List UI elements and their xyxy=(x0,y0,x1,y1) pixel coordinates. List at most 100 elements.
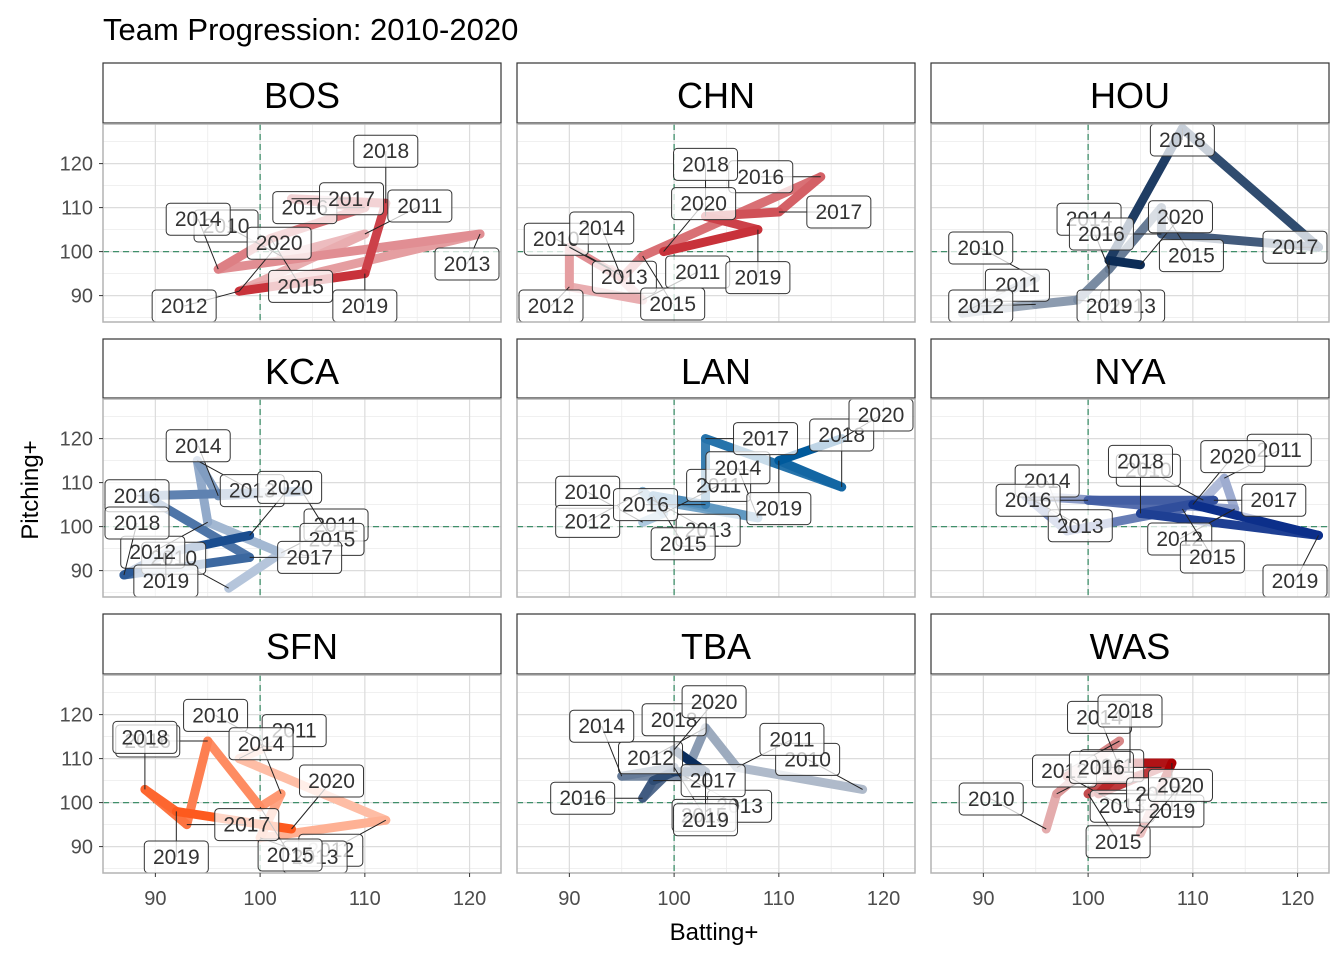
year-label-box xyxy=(353,134,419,168)
panel-border xyxy=(516,123,916,323)
year-label: 2018 xyxy=(114,512,161,535)
year-label-box xyxy=(569,709,635,743)
chart-title: Team Progression: 2010-2020 xyxy=(103,12,518,47)
panel-border xyxy=(516,674,916,874)
strip-label: KCA xyxy=(265,351,339,392)
trajectory-segment xyxy=(659,225,763,257)
year-label: 2018 xyxy=(682,153,729,176)
trajectory-segment xyxy=(774,456,847,492)
year-label: 2016 xyxy=(559,787,606,810)
year-label: 2010 xyxy=(968,788,1015,811)
year-label: 2020 xyxy=(266,476,313,499)
year-label: 2014 xyxy=(715,457,762,480)
y-tick-label: 100 xyxy=(60,517,93,539)
strip-label: BOS xyxy=(264,75,340,116)
strip-label: LAN xyxy=(681,351,751,392)
panel-border xyxy=(102,398,502,598)
year-label-box xyxy=(1241,483,1307,517)
year-label: 2014 xyxy=(175,435,222,458)
year-label: 2017 xyxy=(1272,236,1319,259)
year-label-box xyxy=(673,147,739,181)
year-label: 2017 xyxy=(1250,489,1297,512)
trajectory-segment xyxy=(1104,255,1145,270)
year-label: 2020 xyxy=(680,193,727,216)
year-label-box xyxy=(1200,440,1266,474)
year-label: 2015 xyxy=(1189,546,1236,569)
year-label: 2012 xyxy=(528,295,575,318)
year-label: 2020 xyxy=(308,770,355,793)
year-label-box xyxy=(1262,230,1328,264)
year-label-box xyxy=(1097,694,1163,728)
trajectory-segment xyxy=(1031,295,1083,309)
year-label-box xyxy=(277,540,343,574)
year-label-box xyxy=(1158,239,1224,273)
year-label: 2018 xyxy=(1107,700,1154,723)
year-label-box xyxy=(183,698,249,732)
year-label: 2012 xyxy=(957,295,1004,318)
strip-label: HOU xyxy=(1090,75,1170,116)
y-tick-label: 110 xyxy=(61,749,93,771)
year-label-box xyxy=(214,808,280,842)
strip-box xyxy=(102,62,502,124)
panel-border xyxy=(930,398,1330,598)
trajectory-segment xyxy=(1188,500,1324,540)
year-label: 2016 xyxy=(1078,223,1125,246)
trajectory-segment xyxy=(1219,473,1240,514)
trajectory-segment xyxy=(140,784,181,816)
x-tick-label: 90 xyxy=(558,888,580,910)
year-label-box xyxy=(725,261,791,295)
year-label: 2017 xyxy=(742,428,789,451)
x-tick-label: 120 xyxy=(1281,888,1314,910)
year-label: 2011 xyxy=(769,728,814,751)
x-tick-label: 100 xyxy=(243,888,276,910)
year-label: 2016 xyxy=(281,197,328,220)
y-tick-label: 120 xyxy=(60,705,93,727)
year-label: 2019 xyxy=(735,267,782,290)
year-label-box xyxy=(1179,540,1245,574)
year-label: 2016 xyxy=(737,166,784,189)
year-label-box xyxy=(733,422,799,456)
year-label-box xyxy=(680,764,746,798)
year-label: 2011 xyxy=(1257,439,1302,462)
year-label: 2012 xyxy=(627,747,674,770)
year-label: 2019 xyxy=(153,846,200,869)
strip-box xyxy=(516,62,916,124)
year-label: 2010 xyxy=(564,481,611,504)
trajectory-segment xyxy=(1041,789,1062,834)
year-label-box xyxy=(319,182,385,216)
year-label: 2017 xyxy=(815,201,862,224)
year-label-box xyxy=(650,527,716,561)
year-label-box xyxy=(246,226,312,260)
year-label: 2010 xyxy=(957,237,1004,260)
year-label-box xyxy=(104,506,170,540)
x-tick-label: 110 xyxy=(1177,888,1209,910)
x-axis-title: Batting+ xyxy=(670,919,759,946)
year-label: 2017 xyxy=(223,814,270,837)
year-label: 2014 xyxy=(175,208,222,231)
x-tick-label: 90 xyxy=(972,888,994,910)
year-label-box xyxy=(434,247,500,281)
year-label-box xyxy=(112,720,178,754)
year-label: 2018 xyxy=(1117,450,1164,473)
facet-lan: LAN2010201120122013201420152016201720182… xyxy=(516,338,916,598)
year-label: 2014 xyxy=(238,733,285,756)
year-label: 2011 xyxy=(675,261,720,284)
strip-box xyxy=(516,613,916,675)
panel-border xyxy=(516,398,916,598)
trajectory-segment xyxy=(701,723,742,772)
facet-chn: CHN 2010 2011 2012 2013 2014 2015 2016 2017 2018 2… xyxy=(516,62,916,323)
year-label: 2016 xyxy=(114,485,161,508)
year-label: 2016 xyxy=(1005,489,1052,512)
year-label-box xyxy=(165,429,231,463)
year-label: 2015 xyxy=(1168,245,1215,268)
year-label-box xyxy=(671,187,737,221)
trajectory-segment xyxy=(224,548,286,593)
year-label-box xyxy=(681,685,747,719)
strip-box xyxy=(102,613,502,675)
panel-border xyxy=(102,123,502,323)
facet-nya: NYA2010201120122013201420152016201720182… xyxy=(930,338,1330,598)
year-label: 2020 xyxy=(1157,774,1204,797)
strip-label: CHN xyxy=(677,75,755,116)
year-label: 2019 xyxy=(1086,295,1133,318)
